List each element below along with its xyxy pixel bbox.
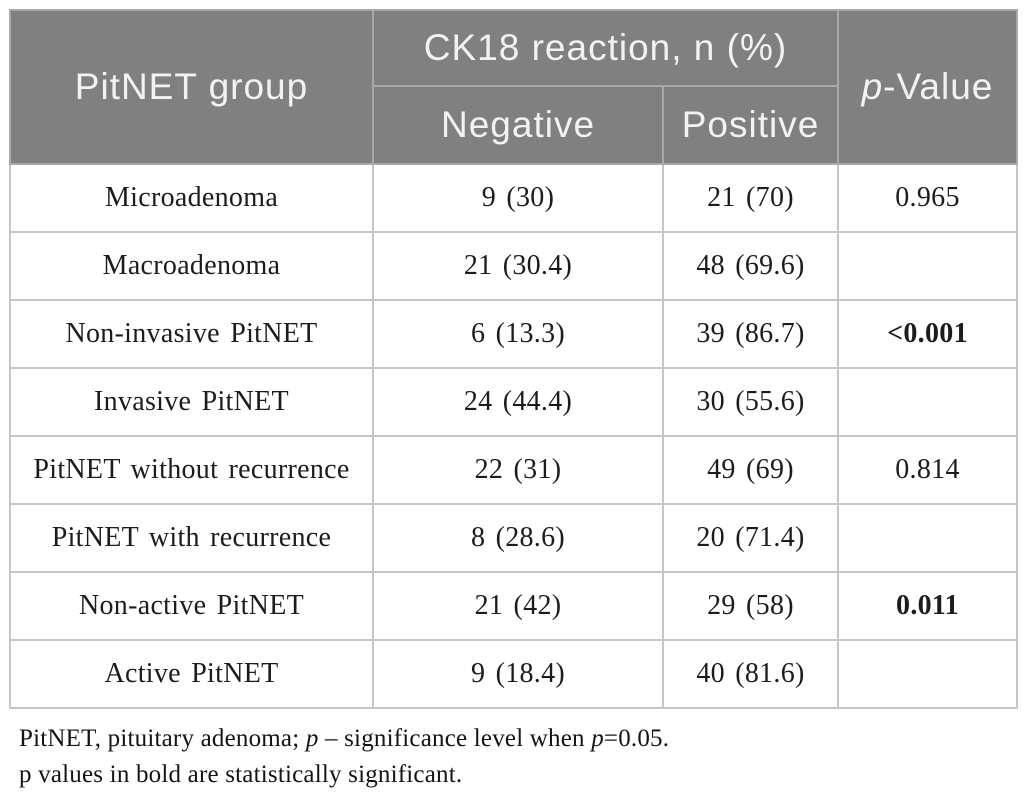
cell-group: PitNET with recurrence — [9, 503, 374, 573]
header-ck18-reaction: CK18 reaction, n (%) — [372, 9, 839, 87]
table-row: PitNET with recurrence 8 (28.6) 20 (71.4… — [9, 503, 1018, 573]
cell-negative: 21 (30.4) — [372, 231, 664, 301]
table-row: Active PitNET 9 (18.4) 40 (81.6) — [9, 639, 1018, 709]
cell-group: Non-active PitNET — [9, 571, 374, 641]
cell-group: Macroadenoma — [9, 231, 374, 301]
cell-p-value: <0.001 — [837, 299, 1018, 369]
table-row: Macroadenoma 21 (30.4) 48 (69.6) — [9, 231, 1018, 301]
cell-negative: 22 (31) — [372, 435, 664, 505]
footnote-text: PitNET, pituitary adenoma; — [19, 725, 306, 752]
cell-p-value: 0.814 — [837, 435, 1018, 505]
cell-positive: 40 (81.6) — [662, 639, 839, 709]
cell-group: Invasive PitNET — [9, 367, 374, 437]
header-pitnet-group: PitNET group — [9, 9, 374, 165]
cell-p-value — [837, 503, 1018, 573]
footnote-text: =0.05. — [603, 725, 670, 752]
cell-negative: 9 (18.4) — [372, 639, 664, 709]
header-positive: Positive — [662, 85, 839, 165]
cell-negative: 21 (42) — [372, 571, 664, 641]
cell-p-value — [837, 367, 1018, 437]
cell-p-value — [837, 231, 1018, 301]
cell-p-value — [837, 639, 1018, 709]
table-footnotes: PitNET, pituitary adenoma; p – significa… — [19, 721, 1016, 793]
cell-positive: 21 (70) — [662, 163, 839, 233]
footnote-text: – significance level when — [318, 725, 592, 752]
cell-group: PitNET without recurrence — [9, 435, 374, 505]
cell-p-value: 0.965 — [837, 163, 1018, 233]
header-negative: Negative — [372, 85, 664, 165]
cell-positive: 20 (71.4) — [662, 503, 839, 573]
cell-positive: 48 (69.6) — [662, 231, 839, 301]
cell-positive: 49 (69) — [662, 435, 839, 505]
table-row: PitNET without recurrence 22 (31) 49 (69… — [9, 435, 1018, 505]
cell-negative: 24 (44.4) — [372, 367, 664, 437]
header-p-value: p-Value — [837, 9, 1018, 165]
table-row: Invasive PitNET 24 (44.4) 30 (55.6) — [9, 367, 1018, 437]
footnote-italic-p: p — [305, 725, 319, 752]
ck18-reaction-table: PitNET group CK18 reaction, n (%) p-Valu… — [9, 9, 1018, 709]
table-row: Non-invasive PitNET 6 (13.3) 39 (86.7) <… — [9, 299, 1018, 369]
footnote-bold-note: p values in bold are statistically signi… — [19, 761, 463, 788]
p-value-italic-p: p — [861, 66, 884, 107]
cell-p-value: 0.011 — [837, 571, 1018, 641]
cell-positive: 29 (58) — [662, 571, 839, 641]
footnote-italic-p: p — [591, 725, 604, 752]
table-header: PitNET group CK18 reaction, n (%) p-Valu… — [9, 9, 1018, 165]
cell-group: Microadenoma — [9, 163, 374, 233]
cell-negative: 6 (13.3) — [372, 299, 664, 369]
cell-negative: 8 (28.6) — [372, 503, 664, 573]
footnote-abbreviation: PitNET, pituitary adenoma; p – significa… — [19, 721, 1016, 757]
cell-group: Non-invasive PitNET — [9, 299, 374, 369]
cell-positive: 39 (86.7) — [662, 299, 839, 369]
table-body: Microadenoma 9 (30) 21 (70) 0.965 Macroa… — [9, 163, 1018, 709]
table-row: Non-active PitNET 21 (42) 29 (58) 0.011 — [9, 571, 1018, 641]
table-row: Microadenoma 9 (30) 21 (70) 0.965 — [9, 163, 1018, 233]
cell-positive: 30 (55.6) — [662, 367, 839, 437]
p-value-rest: -Value — [883, 66, 994, 107]
cell-group: Active PitNET — [9, 639, 374, 709]
cell-negative: 9 (30) — [372, 163, 664, 233]
